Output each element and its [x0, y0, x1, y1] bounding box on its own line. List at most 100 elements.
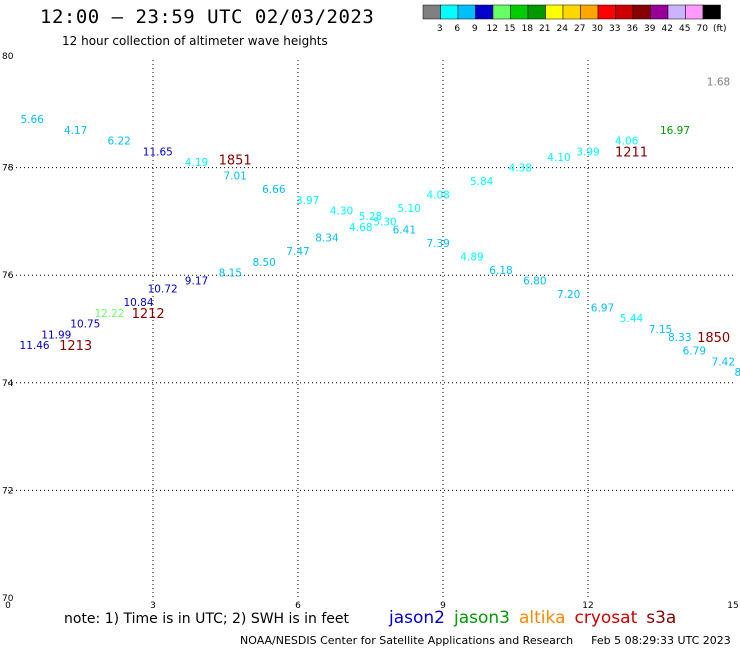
colorbar-swatch — [597, 4, 616, 20]
wave-height-label: 7.42 — [712, 356, 735, 368]
wave-height-label: 10.72 — [148, 284, 178, 296]
wave-height-label: 6.80 — [523, 276, 546, 288]
satellite-legend: jason2 jason3 altika cryosat s3a — [389, 608, 685, 628]
y-tick-label: 78 — [2, 164, 14, 174]
credit-text: NOAA/NESDIS Center for Satellite Applica… — [240, 634, 574, 647]
credit-line: NOAA/NESDIS Center for Satellite Applica… — [240, 634, 731, 647]
colorbar-label: 9 — [472, 24, 478, 34]
wave-height-label: 8.50 — [252, 257, 275, 269]
units-note: note: 1) Time is in UTC; 2) SWH is in fe… — [64, 611, 350, 627]
chart-data-labels: 5.66 4.17 6.22 11.65 4.19 7.01 6.66 3.97 4.30 5.2… — [20, 77, 740, 380]
x-tick-label: 6 — [295, 601, 301, 611]
wave-height-label: 11.65 — [143, 146, 173, 158]
colorbar-swatch — [457, 4, 476, 20]
wave-height-label: 7.15 — [649, 324, 672, 336]
wave-height-label: 5.66 — [20, 114, 44, 126]
colorbar-swatch — [632, 4, 651, 20]
colorbar-swatch — [545, 4, 564, 20]
wave-height-label: 7.20 — [557, 289, 580, 301]
chart-axes: 0 3 6 9 12 15 70 72 74 76 78 80 — [2, 52, 739, 611]
y-tick-label: 70 — [2, 594, 14, 604]
colorbar-label: 21 — [539, 24, 550, 34]
wave-height-label: 4.08 — [426, 190, 449, 202]
colorbar-swatch — [650, 4, 669, 20]
wave-height-label: 4.38 — [509, 163, 532, 175]
colorbar-label: 42 — [662, 24, 673, 34]
wave-height-label: 3.99 — [576, 146, 599, 158]
colorbar-swatch — [475, 4, 494, 20]
colorbar-label: 3 — [437, 24, 443, 34]
colorbar-label: 45 — [679, 24, 690, 34]
legend-s3a: s3a — [646, 608, 677, 628]
page-subtitle: 12 hour collection of altimeter wave hei… — [62, 34, 328, 48]
colorbar-swatch — [527, 4, 546, 20]
wave-height-label: 4.30 — [330, 206, 353, 218]
wave-height-label: 6.97 — [591, 302, 614, 314]
pass-id-label: 1851 — [219, 154, 252, 169]
x-tick-label: 0 — [5, 601, 11, 611]
chart-grid — [8, 60, 733, 598]
wave-height-label: 8.33 — [668, 332, 691, 344]
colorbar-label: 30 — [592, 24, 604, 34]
colorbar-label: 12 — [487, 24, 498, 34]
colorbar-label: 27 — [574, 24, 585, 34]
wave-height-label: 5.28 — [359, 211, 382, 223]
colorbar-label: 70 — [697, 24, 709, 34]
wave-height-label: 3.97 — [296, 195, 319, 207]
wave-height-label: 10.75 — [70, 319, 100, 331]
wave-height-label: 11.46 — [20, 340, 50, 352]
x-tick-label: 9 — [440, 601, 446, 611]
wave-height-label: 4.10 — [547, 152, 570, 164]
x-tick-label: 3 — [150, 601, 156, 611]
colorbar-swatch — [685, 4, 704, 20]
wave-height-label: 12.22 — [94, 308, 124, 320]
colorbar-swatch — [422, 4, 441, 20]
wave-height-label: 5.10 — [397, 203, 420, 215]
wave-height-label: 8.15 — [219, 268, 242, 280]
colorbar-label: 6 — [454, 24, 460, 34]
x-tick-label: 15 — [727, 601, 738, 611]
wave-height-label: 7.47 — [286, 246, 309, 258]
colorbar-swatch — [615, 4, 634, 20]
colorbar-swatch — [667, 4, 686, 20]
y-tick-label: 74 — [2, 379, 14, 389]
wave-height-label: 5.84 — [470, 176, 494, 188]
legend-jason3: jason3 — [454, 608, 510, 628]
wave-height-label: 4.17 — [64, 125, 87, 137]
colorbar-label: 18 — [522, 24, 534, 34]
colorbar-swatch — [440, 4, 459, 20]
wave-height-label: 11.99 — [41, 329, 71, 341]
colorbar-swatch — [562, 4, 581, 20]
wave-height-label: 4.89 — [460, 251, 483, 263]
y-tick-label: 80 — [2, 52, 14, 62]
y-tick-label: 72 — [2, 486, 13, 496]
x-tick-label: 12 — [582, 601, 593, 611]
pass-id-label: 1213 — [59, 339, 92, 354]
wave-height-label: 16.97 — [660, 125, 690, 137]
colorbar-label: 33 — [609, 24, 620, 34]
wave-height-label: 10.84 — [123, 297, 153, 309]
colorbar-swatch — [702, 4, 721, 20]
colorbar-label: 39 — [644, 24, 656, 34]
wave-height-label: 7.39 — [426, 238, 449, 250]
wave-height-label: 8 — [734, 367, 740, 379]
wave-height-label: 4.68 — [349, 222, 372, 234]
wave-height-label: 6.22 — [107, 136, 130, 148]
wave-height-label: 4.19 — [185, 157, 208, 169]
legend-altika: altika — [519, 608, 566, 628]
colorbar-swatch — [510, 4, 529, 20]
legend-cryosat: cryosat — [574, 608, 638, 628]
wave-height-label: 6.79 — [683, 346, 706, 358]
colorbar-label: 24 — [557, 24, 569, 34]
colorbar-swatch — [492, 4, 511, 20]
wave-height-label: 5.30 — [373, 216, 396, 228]
colorbar: 3 6 9 12 15 18 21 24 27 30 33 36 39 42 45 70 (ft) — [422, 4, 727, 34]
colorbar-label: 36 — [627, 24, 639, 34]
colorbar-label: (ft) — [713, 24, 727, 34]
page-title: 12:00 – 23:59 UTC 02/03/2023 — [40, 6, 375, 28]
wave-height-label: 6.66 — [262, 184, 286, 196]
pass-id-label: 1212 — [132, 307, 165, 322]
wave-height-label: 6.18 — [489, 265, 512, 277]
wave-height-label: 1.68 — [707, 77, 730, 89]
pass-id-label: 1850 — [697, 331, 730, 346]
